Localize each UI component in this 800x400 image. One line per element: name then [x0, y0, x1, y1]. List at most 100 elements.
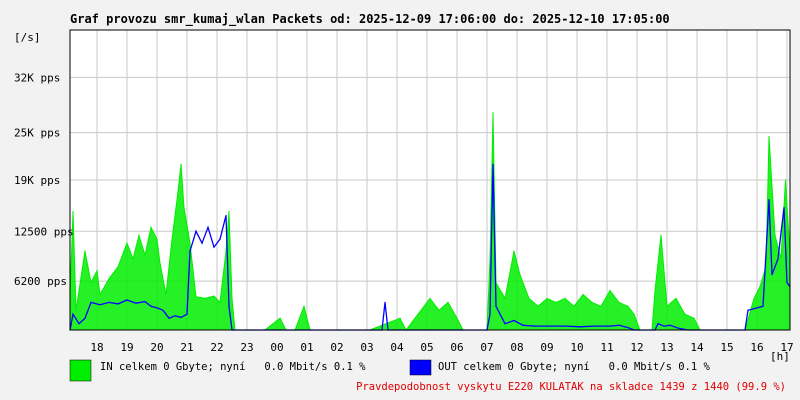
x-tick-label: 10	[570, 341, 583, 354]
series-in-point	[399, 317, 401, 319]
series-in-point	[213, 295, 215, 297]
series-in-point	[675, 297, 677, 299]
series-in-area	[69, 112, 791, 331]
series-out-point	[135, 302, 137, 304]
series-in-point	[177, 191, 179, 193]
series-out-point	[663, 325, 665, 327]
series-out-point	[117, 303, 119, 305]
series-out-point	[108, 301, 110, 303]
series-in-point	[447, 301, 449, 303]
series-in-point	[75, 309, 77, 311]
series-out-point	[186, 313, 188, 315]
chart-title: Graf provozu smr_kumaj_wlan Packets od: …	[70, 12, 670, 27]
x-axis-ticks: 18 19 20 21 22 23 00 01 02 03 04 05 06 07 08 09 10 11 12 13…	[90, 341, 793, 354]
series-in-point	[156, 238, 158, 240]
series-out-point	[144, 301, 146, 303]
x-tick-label: 02	[330, 341, 343, 354]
series-out-point	[189, 250, 191, 252]
series-out-point	[777, 258, 779, 260]
x-tick-label: 23	[240, 341, 253, 354]
series-out-point	[384, 301, 386, 303]
series-in-point	[78, 289, 80, 292]
x-tick-label: 22	[210, 341, 223, 354]
series-in-point	[132, 258, 134, 260]
series-in-point	[72, 211, 74, 213]
series-out-point	[207, 226, 209, 228]
x-tick-label: 13	[660, 341, 673, 354]
series-in-point	[492, 112, 494, 114]
legend-swatch-in	[69, 359, 92, 382]
series-in-point	[555, 301, 557, 303]
series-out-point	[669, 324, 671, 326]
x-tick-label: 12	[630, 341, 643, 354]
x-tick-label: 05	[420, 341, 433, 354]
series-in-point	[780, 258, 782, 260]
series-in-point	[537, 305, 539, 307]
x-tick-label: 21	[180, 341, 193, 354]
series-out-point	[786, 282, 788, 284]
x-tick-label: 18	[90, 341, 103, 354]
series-in-point	[528, 297, 530, 299]
series-in-point	[183, 207, 185, 209]
series-out-point	[156, 307, 158, 309]
series-in-point	[189, 242, 191, 244]
series-out-point	[495, 305, 497, 307]
series-in-point	[633, 313, 635, 315]
series-out-point	[90, 301, 92, 303]
series-in-point	[489, 258, 491, 260]
series-out-point	[201, 242, 203, 244]
x-tick-label: 11	[600, 341, 613, 354]
series-in-point	[279, 317, 281, 319]
series-in-point	[165, 293, 167, 296]
series-in-point	[150, 226, 152, 228]
series-out-point	[564, 325, 566, 327]
series-in-point	[684, 313, 686, 315]
series-in-point	[99, 293, 101, 296]
series-in-point	[519, 274, 521, 276]
series-in-point	[117, 266, 119, 268]
series-out-point	[594, 325, 596, 327]
series-out-point	[768, 199, 770, 201]
series-out-point	[579, 326, 581, 328]
series-in-point	[204, 297, 206, 299]
series-out-point	[213, 246, 215, 248]
series-in-point	[753, 297, 755, 299]
legend-in: IN celkem 0 Gbyte; nyní 0.0 Mbit/s 0.1 %	[69, 359, 366, 382]
series-out-point	[756, 307, 758, 309]
series-in-point	[654, 289, 656, 292]
series-in-point	[666, 305, 668, 307]
x-tick-label: 14	[690, 341, 704, 354]
series-in-point	[126, 242, 128, 244]
series-in-point	[225, 250, 227, 252]
series-out-point	[771, 274, 773, 276]
series-in-point	[627, 305, 629, 307]
series-in-point	[504, 297, 506, 299]
series-in-point	[138, 234, 140, 236]
series-out-point	[99, 304, 101, 306]
series-out-point	[72, 313, 74, 315]
series-in-point	[303, 305, 305, 307]
series-out-point	[162, 309, 164, 311]
x-tick-label: 01	[300, 341, 313, 354]
series-in-point	[774, 234, 776, 236]
series-in-point	[228, 211, 230, 213]
x-tick-label: 00	[270, 341, 283, 354]
series-out-point	[513, 319, 515, 322]
x-tick-label: 04	[390, 341, 404, 354]
series-in-point	[768, 136, 770, 138]
series-in-point	[159, 262, 161, 264]
series-in-point	[564, 297, 566, 299]
series-in-point	[90, 282, 92, 284]
y-axis-unit-label: [/s]	[14, 31, 41, 44]
series-out-point	[150, 305, 152, 307]
series-in-point	[171, 238, 173, 240]
x-tick-label: 16	[750, 341, 763, 354]
series-out-point	[492, 163, 494, 165]
series-in-point	[591, 301, 593, 303]
x-tick-label: 15	[720, 341, 733, 354]
series-out-point	[219, 238, 221, 240]
series-in-point	[417, 313, 419, 315]
series-out-point	[627, 327, 629, 329]
series-out-point	[618, 324, 620, 326]
series-out-point	[657, 323, 659, 325]
